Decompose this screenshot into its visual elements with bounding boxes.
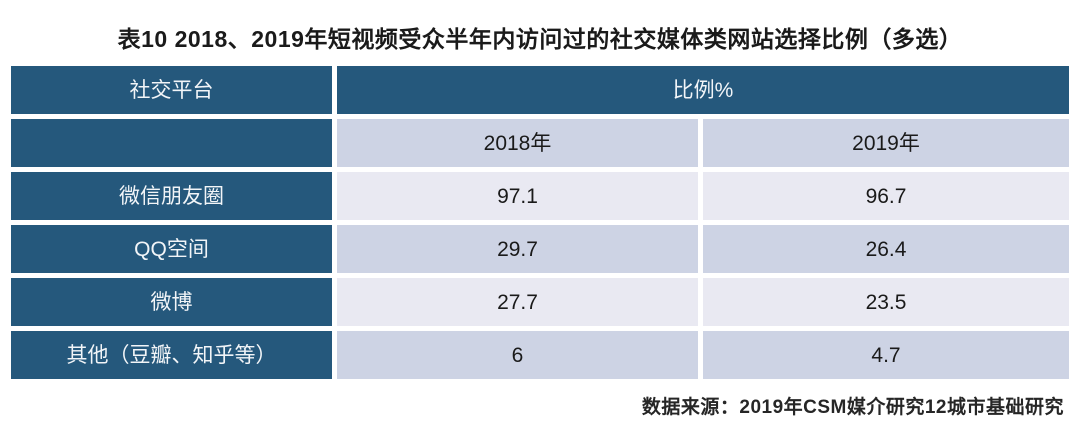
social-media-ratio-table: 社交平台 比例% 2018年 2019年 微信朋友圈 97.1 96.7 QQ空… (11, 66, 1069, 379)
row-label-other: 其他（豆瓣、知乎等） (11, 331, 332, 379)
row-label-weibo: 微博 (11, 278, 332, 326)
data-source-note: 数据来源：2019年CSM媒介研究12城市基础研究 (641, 397, 1064, 418)
value-qzone-2018: 29.7 (337, 225, 698, 273)
header-cell-blank (11, 119, 332, 167)
header-cell-ratio: 比例% (337, 66, 1069, 114)
value-wechat-moments-2018: 97.1 (337, 172, 698, 220)
header-cell-year-2019: 2019年 (703, 119, 1069, 167)
value-other-2019: 4.7 (703, 331, 1069, 379)
value-wechat-moments-2019: 96.7 (703, 172, 1069, 220)
header-cell-platform: 社交平台 (11, 66, 332, 114)
header-cell-year-2018: 2018年 (337, 119, 698, 167)
row-label-qzone: QQ空间 (11, 225, 332, 273)
value-other-2018: 6 (337, 331, 698, 379)
value-weibo-2019: 23.5 (703, 278, 1069, 326)
value-weibo-2018: 27.7 (337, 278, 698, 326)
row-label-wechat-moments: 微信朋友圈 (11, 172, 332, 220)
table-title: 表10 2018、2019年短视频受众半年内访问过的社交媒体类网站选择比例（多选… (117, 26, 963, 52)
value-qzone-2019: 26.4 (703, 225, 1069, 273)
